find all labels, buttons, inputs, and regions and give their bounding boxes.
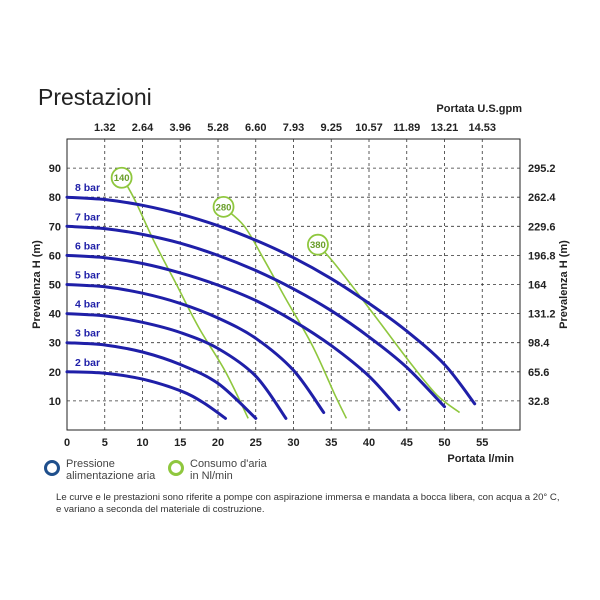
x-axis-label: Portata l/min (447, 453, 514, 465)
x2-tick-label: 9.25 (321, 122, 342, 134)
x-tick-label: 15 (174, 437, 186, 449)
series-label: 3 bar (75, 328, 100, 340)
y2-tick-label: 262.4 (528, 192, 556, 204)
y2-tick-label: 131.2 (528, 309, 556, 321)
x-tick-label: 30 (287, 437, 299, 449)
x2-tick-label: 13.21 (431, 122, 459, 134)
footnote: Le curve e le prestazioni sono riferite … (56, 492, 592, 516)
page-title: Prestazioni (38, 84, 152, 110)
x-tick-label: 25 (250, 437, 262, 449)
legend-pressure-line2: alimentazione aria (66, 470, 156, 482)
pressure-curve (65, 195, 477, 406)
x-tick-label: 45 (401, 437, 413, 449)
x-tick-label: 0 (64, 437, 70, 449)
y2-tick-label: 32.8 (528, 396, 549, 408)
y-axis-label: Prevalenza H (m) (31, 240, 43, 329)
y-tick-label: 40 (49, 309, 61, 321)
air-label-ring (212, 195, 235, 218)
air-curve-label: 140 (114, 173, 130, 184)
y-tick-label: 70 (49, 221, 61, 233)
y2-axis-label: Prevalenza H (m) (558, 240, 570, 329)
pressure-curve (65, 283, 326, 414)
grid (66, 138, 521, 431)
y2-tick-label: 229.6 (528, 221, 556, 233)
air-consumption-curves: 140 280 380 (110, 166, 461, 419)
y2-tick-label: 98.4 (528, 338, 550, 350)
y-tick-label: 20 (49, 367, 61, 379)
y-tick-label: 90 (49, 163, 61, 175)
pressure-curve (65, 312, 288, 420)
x2-tick-label: 6.60 (245, 122, 266, 134)
y2-tick-label: 65.6 (528, 367, 549, 379)
series-label: 5 bar (75, 270, 100, 282)
series-label: 7 bar (75, 211, 100, 223)
x-tick-label: 20 (212, 437, 224, 449)
x-tick-label: 40 (363, 437, 375, 449)
series-label: 6 bar (75, 240, 100, 252)
x2-tick-label: 14.53 (468, 122, 496, 134)
x2-tick-label: 11.89 (393, 122, 420, 134)
air-curve-380 (319, 246, 461, 414)
x2-tick-label: 10.57 (355, 122, 383, 134)
x2-tick-label: 1.32 (94, 122, 115, 134)
x-tick-label: 35 (325, 437, 337, 449)
axis-labels: 0 5 10 15 20 25 30 35 40 45 50 55 1.32 2.64 3.96 5.28 6.… (31, 103, 570, 465)
legend-air-line2: in Nl/min (190, 470, 233, 482)
blue-ring-icon (44, 460, 60, 476)
y-tick-label: 80 (49, 192, 61, 204)
x-tick-label: 50 (438, 437, 450, 449)
series-label: 8 bar (75, 182, 100, 194)
air-curve-label: 280 (216, 202, 232, 213)
pressure-curves: 2 bar 3 bar 4 bar 5 bar 6 bar 7 bar 8 bar (65, 182, 477, 420)
footnote-line1: Le curve e le prestazioni sono riferite … (56, 492, 560, 503)
pressure-curve (65, 341, 258, 420)
air-label-ring (307, 233, 329, 256)
pressure-curve (65, 370, 227, 420)
air-curve-280 (224, 208, 348, 419)
air-curve-label: 380 (310, 240, 326, 251)
series-label: 2 bar (75, 357, 100, 369)
air-label-ring (110, 166, 133, 189)
x2-axis-label: Portata U.S.gpm (436, 103, 522, 115)
y-tick-label: 10 (49, 396, 61, 408)
legend-air-line1: Consumo d'aria (190, 458, 267, 470)
y2-tick-label: 196.8 (528, 250, 556, 262)
y2-tick-label: 164 (528, 280, 547, 292)
y-tick-label: 50 (49, 280, 61, 292)
x2-tick-label: 5.28 (207, 122, 228, 134)
pressure-curve (65, 224, 446, 409)
legend-pressure-line1: Pressione (66, 458, 115, 470)
x-tick-label: 55 (476, 437, 488, 449)
pressure-curve (65, 253, 401, 412)
footnote-line2: e variano a seconda del materiale di cos… (56, 504, 265, 515)
series-label: 4 bar (75, 299, 100, 311)
y-tick-label: 30 (49, 338, 61, 350)
air-curve-140 (122, 179, 249, 419)
green-ring-icon (168, 460, 184, 476)
x2-tick-label: 2.64 (132, 122, 154, 134)
y-tick-label: 60 (49, 250, 61, 262)
y2-tick-label: 295.2 (528, 163, 556, 175)
x-tick-label: 5 (102, 437, 108, 449)
x-tick-label: 10 (136, 437, 148, 449)
x2-tick-label: 3.96 (170, 122, 191, 134)
x2-tick-label: 7.93 (283, 122, 304, 134)
